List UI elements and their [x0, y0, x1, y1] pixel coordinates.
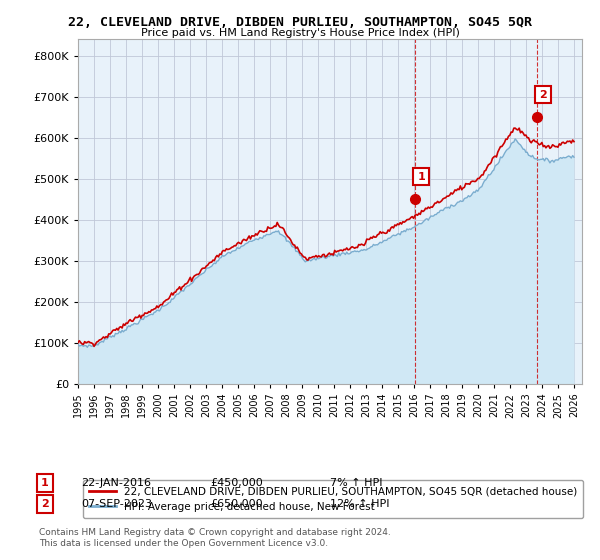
Text: 12% ↑ HPI: 12% ↑ HPI [330, 499, 389, 509]
Text: Contains HM Land Registry data © Crown copyright and database right 2024.
This d: Contains HM Land Registry data © Crown c… [39, 528, 391, 548]
Text: £650,000: £650,000 [210, 499, 263, 509]
Text: 22-JAN-2016: 22-JAN-2016 [81, 478, 151, 488]
Legend: 22, CLEVELAND DRIVE, DIBDEN PURLIEU, SOUTHAMPTON, SO45 5QR (detached house), HPI: 22, CLEVELAND DRIVE, DIBDEN PURLIEU, SOU… [83, 480, 583, 518]
Text: 22, CLEVELAND DRIVE, DIBDEN PURLIEU, SOUTHAMPTON, SO45 5QR: 22, CLEVELAND DRIVE, DIBDEN PURLIEU, SOU… [68, 16, 532, 29]
Text: 07-SEP-2023: 07-SEP-2023 [81, 499, 152, 509]
Text: 1: 1 [41, 478, 49, 488]
Text: 7% ↑ HPI: 7% ↑ HPI [330, 478, 383, 488]
Text: 1: 1 [418, 171, 425, 181]
Text: 2: 2 [539, 90, 547, 100]
Text: £450,000: £450,000 [210, 478, 263, 488]
Text: 2: 2 [41, 499, 49, 509]
Text: Price paid vs. HM Land Registry's House Price Index (HPI): Price paid vs. HM Land Registry's House … [140, 28, 460, 38]
